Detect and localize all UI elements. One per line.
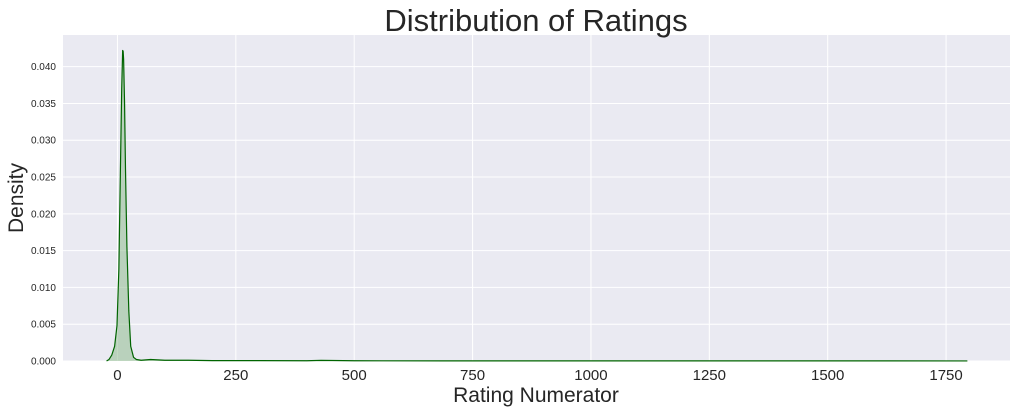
x-tick-label: 1250 <box>693 367 726 384</box>
y-tick-label: 0.030 <box>31 136 56 147</box>
x-tick-label: 0 <box>113 367 121 384</box>
y-gridlines <box>63 66 1010 362</box>
y-tick-label: 0.005 <box>31 320 56 331</box>
x-axis-label: Rating Numerator <box>453 384 619 407</box>
y-axis-label: Density <box>5 162 28 233</box>
x-gridlines <box>116 35 947 361</box>
y-tick-label: 0.020 <box>31 209 56 220</box>
plot-background <box>63 35 1010 361</box>
y-tick-label: 0.040 <box>31 62 56 73</box>
x-tick-label: 750 <box>460 367 485 384</box>
x-tick-label: 250 <box>223 367 248 384</box>
x-tick-label: 1750 <box>929 367 962 384</box>
y-tick-label: 0.035 <box>31 99 56 110</box>
y-tick-label: 0.025 <box>31 173 56 184</box>
y-tick-labels: 0.000 0.005 0.010 0.015 0.020 0.025 0.030 0.035… <box>31 62 56 367</box>
density-line <box>106 49 968 362</box>
density-series <box>106 49 968 362</box>
x-tick-label: 1000 <box>574 367 607 384</box>
y-tick-label: 0.000 <box>31 357 56 368</box>
y-tick-label: 0.015 <box>31 246 56 257</box>
x-tick-label: 1500 <box>811 367 844 384</box>
chart-title: Distribution of Ratings <box>384 3 687 38</box>
x-tick-label: 500 <box>342 367 367 384</box>
x-tick-labels: 0 250 500 750 1000 1250 1500 1750 <box>113 367 962 384</box>
y-tick-label: 0.010 <box>31 283 56 294</box>
